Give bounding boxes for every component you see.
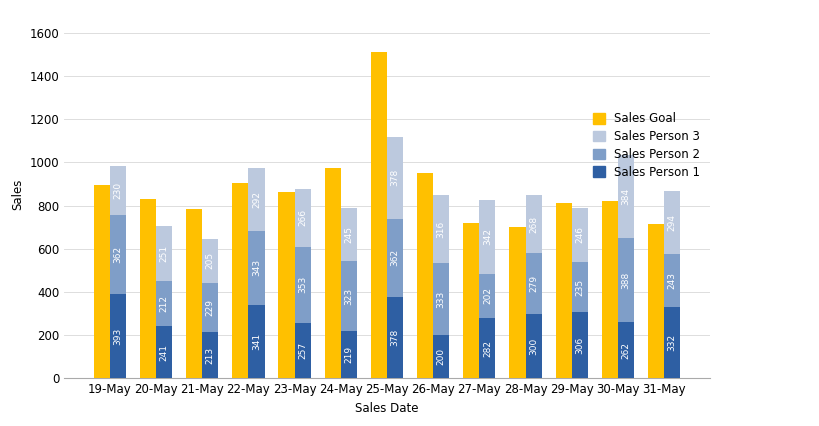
Bar [324,168,341,378]
Bar [295,247,310,323]
Text: 384: 384 [622,188,631,205]
Text: 229: 229 [206,299,215,316]
Bar [479,317,495,378]
Bar [341,261,357,331]
Text: 353: 353 [298,276,307,294]
Text: 246: 246 [575,227,584,244]
Text: 262: 262 [622,342,631,359]
Text: 202: 202 [483,287,492,304]
Text: 362: 362 [391,249,400,266]
Bar [110,294,126,378]
Y-axis label: Sales: Sales [11,179,24,210]
Bar [664,307,681,378]
Bar [295,323,310,378]
Text: 251: 251 [160,245,169,262]
Bar [618,155,634,238]
Text: 294: 294 [667,214,676,231]
Text: 332: 332 [667,334,676,351]
Text: 230: 230 [113,182,122,199]
Text: 292: 292 [252,190,261,207]
Text: 266: 266 [298,209,307,227]
Text: 279: 279 [529,275,538,292]
Text: 393: 393 [113,328,122,345]
Text: 333: 333 [437,291,446,308]
Bar [417,173,433,378]
Bar [479,274,495,317]
Text: 200: 200 [437,348,446,366]
Text: 219: 219 [344,346,353,363]
Bar [526,196,541,253]
Bar [618,238,634,322]
Text: 343: 343 [252,259,261,276]
Bar [248,167,265,230]
Bar [479,200,495,274]
Bar [93,185,110,378]
Text: 342: 342 [483,228,492,245]
Bar [602,201,618,378]
Bar [618,322,634,378]
Text: 306: 306 [575,337,584,354]
Bar [202,332,219,378]
Bar [341,331,357,378]
Bar [387,137,403,219]
Text: 235: 235 [575,279,584,296]
Bar [387,219,403,297]
Bar [387,297,403,378]
Text: 241: 241 [160,344,169,361]
Bar [295,189,310,247]
Bar [464,223,479,378]
Bar [572,262,588,312]
Text: 316: 316 [437,221,446,238]
Bar [140,199,156,378]
Bar [248,305,265,378]
Bar [156,226,172,281]
Bar [509,227,526,378]
Text: 323: 323 [344,288,353,305]
Bar [278,192,295,378]
Text: 300: 300 [529,337,538,355]
Bar [202,239,219,283]
Bar [648,224,664,378]
Text: 341: 341 [252,333,261,350]
Bar [555,204,572,378]
Bar [371,52,387,378]
Bar [202,283,219,332]
Bar [526,314,541,378]
Bar [156,281,172,326]
Text: 213: 213 [206,347,215,364]
Bar [156,326,172,378]
Bar [248,230,265,305]
Bar [526,253,541,314]
Bar [664,254,681,307]
Bar [572,312,588,378]
Text: 388: 388 [622,271,631,288]
Text: 245: 245 [344,226,353,243]
Text: 282: 282 [483,340,492,357]
Text: 212: 212 [160,295,169,312]
Legend: Sales Goal, Sales Person 3, Sales Person 2, Sales Person 1: Sales Goal, Sales Person 3, Sales Person… [590,109,704,182]
Text: 257: 257 [298,342,307,359]
Bar [664,191,681,254]
Bar [341,208,357,261]
Bar [110,166,126,215]
Text: 268: 268 [529,216,538,233]
Text: 243: 243 [667,272,676,289]
Bar [433,263,450,335]
Bar [110,215,126,294]
X-axis label: Sales Date: Sales Date [355,402,419,415]
Text: 378: 378 [391,329,400,346]
Bar [572,208,588,262]
Bar [433,335,450,378]
Text: 205: 205 [206,252,215,269]
Bar [233,183,248,378]
Text: 378: 378 [391,169,400,186]
Text: 362: 362 [113,246,122,263]
Bar [186,209,202,378]
Bar [433,195,450,263]
